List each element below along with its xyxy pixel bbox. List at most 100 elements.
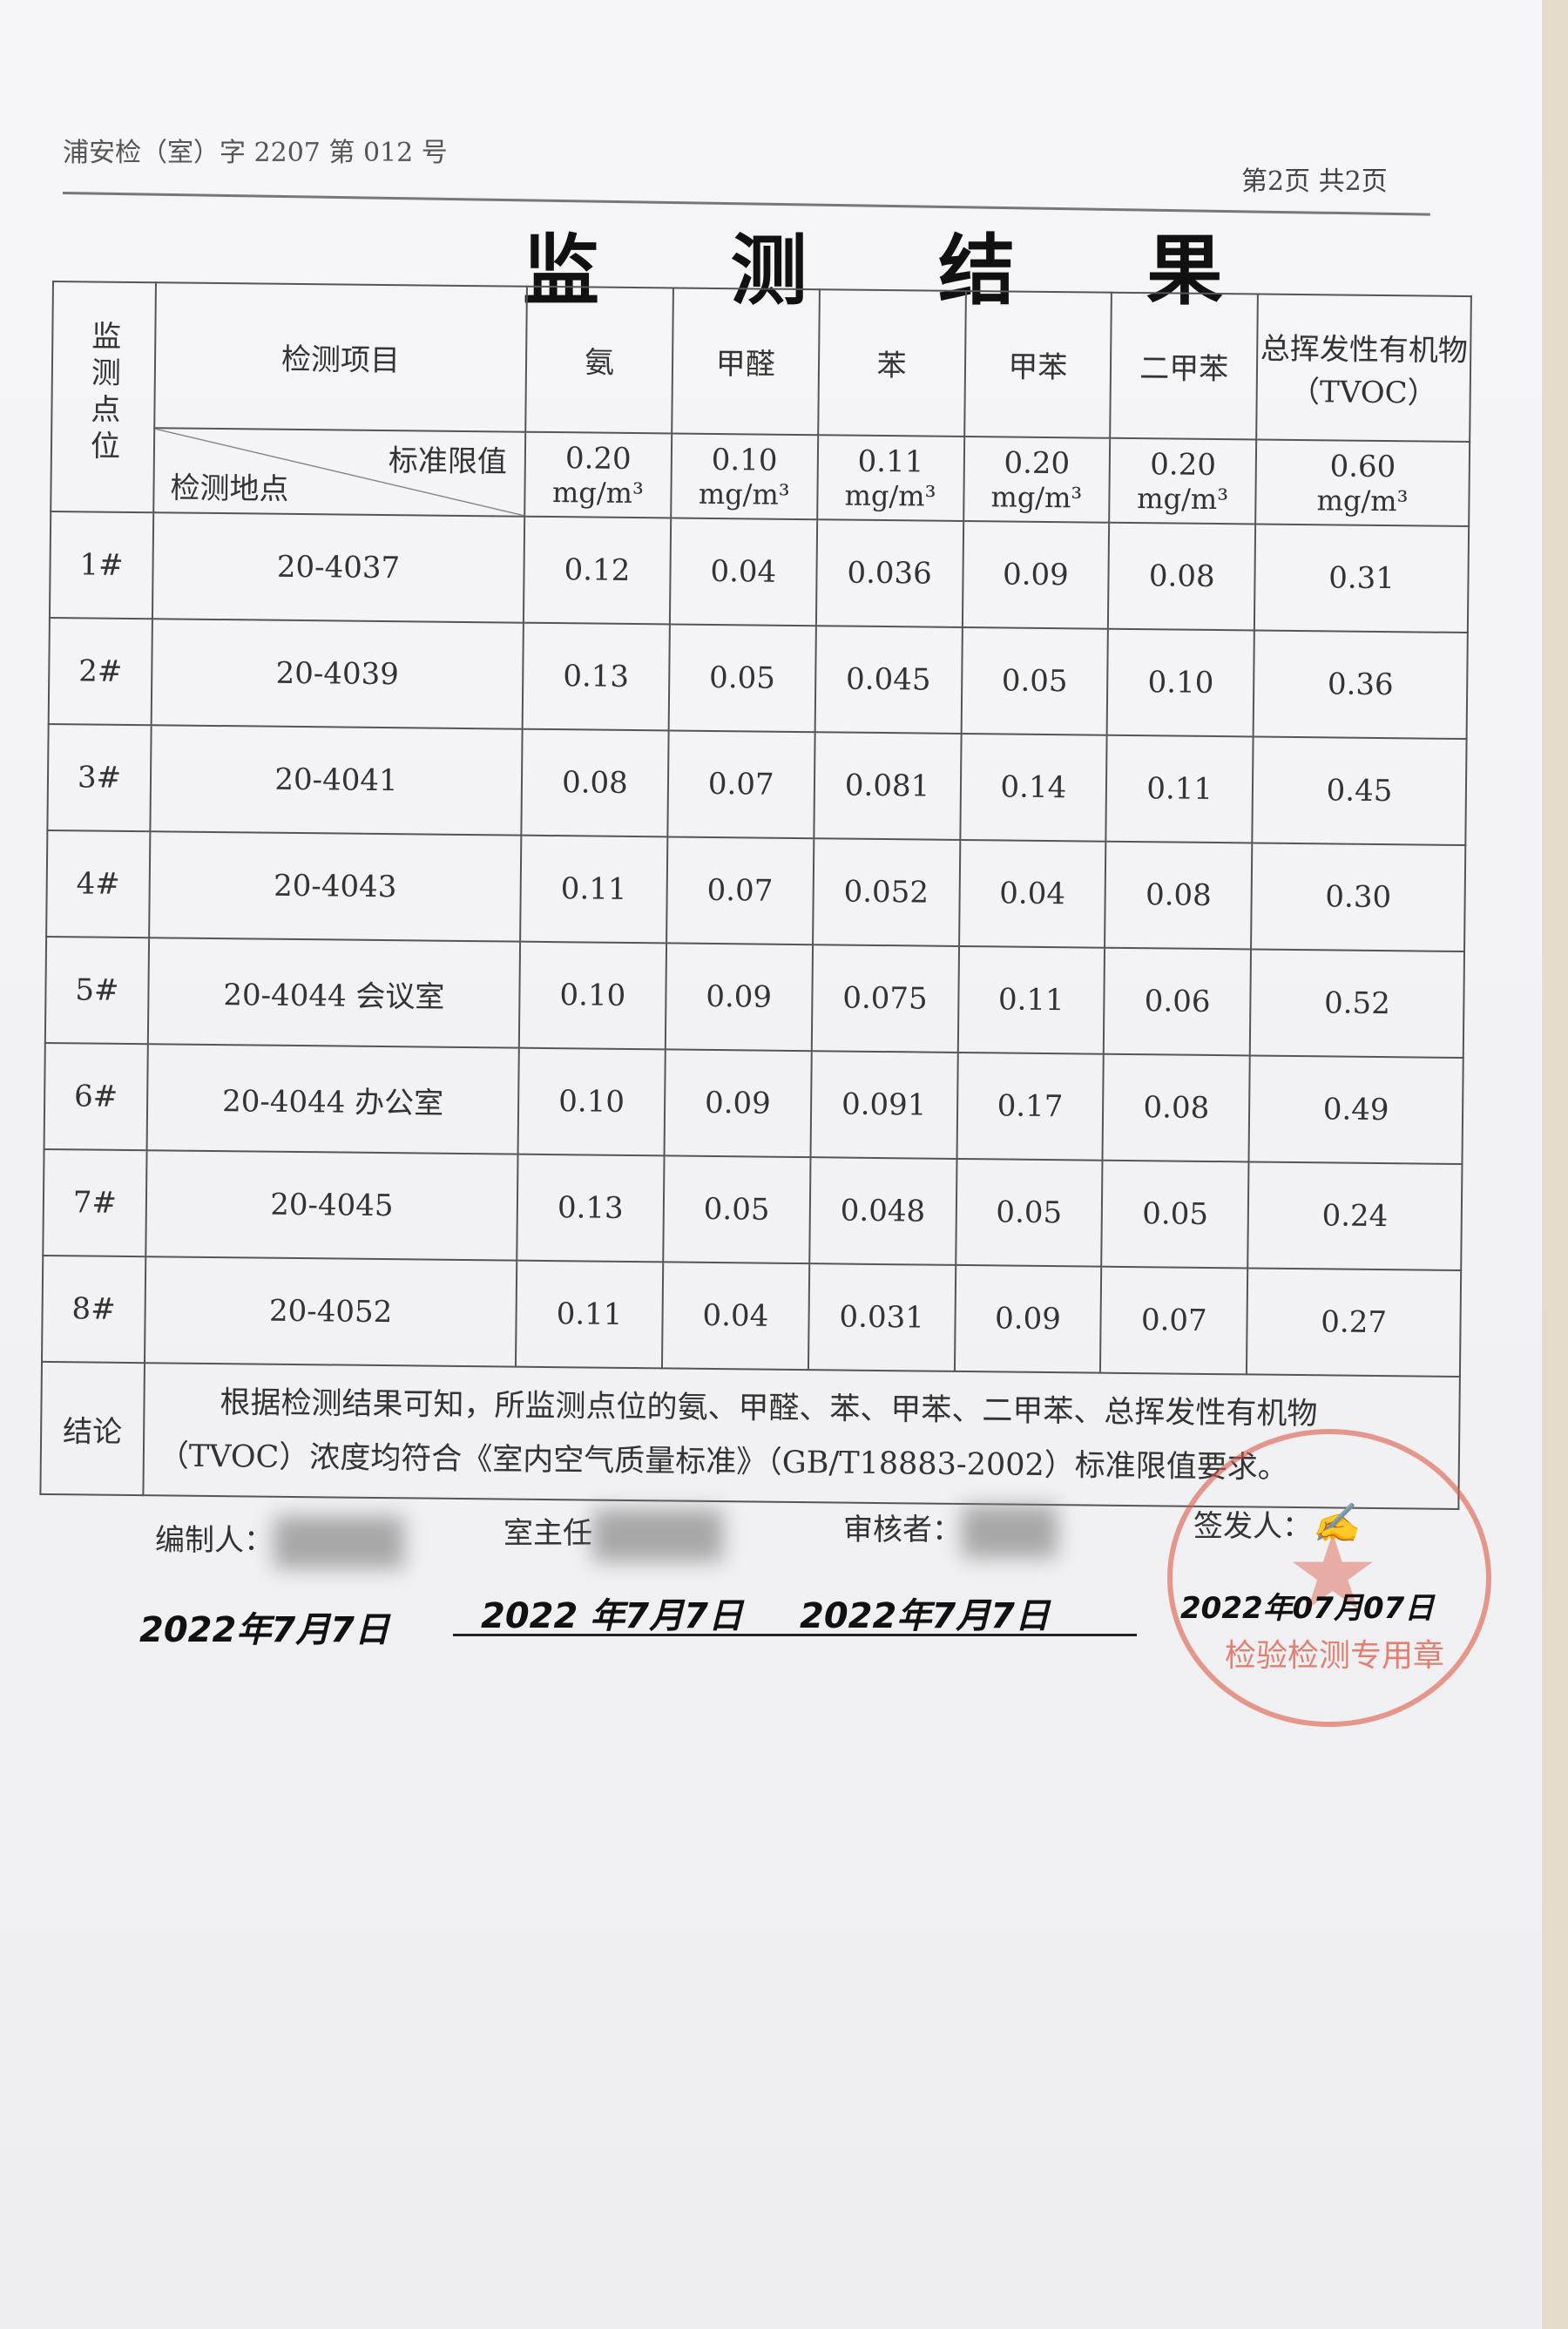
point-cell: 8#: [42, 1255, 146, 1364]
table-row: 3# 20-4041 0.08 0.07 0.081 0.14 0.11 0.45: [47, 723, 1467, 846]
value-cell: 0.52: [1249, 949, 1465, 1059]
value-cell: 0.09: [665, 943, 813, 1052]
value-cell: 0.045: [814, 626, 963, 734]
issuer-label: 签发人：✍: [1193, 1501, 1360, 1546]
table-row: 8# 20-4052 0.11 0.04 0.031 0.09 0.07 0.27: [42, 1255, 1462, 1377]
value-cell: 0.09: [954, 1264, 1102, 1373]
value-cell: 0.07: [1100, 1266, 1248, 1375]
point-cell: 7#: [43, 1148, 147, 1257]
date-underline: [453, 1634, 1137, 1636]
value-cell: 0.06: [1104, 947, 1252, 1056]
limit-cell: 0.20 mg/m³: [524, 431, 672, 518]
location-cell: 20-4041: [150, 725, 523, 836]
value-cell: 0.11: [515, 1260, 664, 1369]
value-cell: 0.07: [666, 836, 814, 945]
value-cell: 0.05: [668, 624, 816, 733]
point-cell: 4#: [46, 829, 151, 938]
value-cell: 0.04: [661, 1262, 809, 1371]
point-cell: 1#: [49, 511, 154, 619]
value-cell: 0.30: [1251, 843, 1466, 952]
compiler-label: 编制人：: [155, 1516, 404, 1568]
value-cell: 0.08: [1105, 841, 1253, 950]
table-row: 7# 20-4045 0.13 0.05 0.048 0.05 0.05 0.24: [43, 1148, 1463, 1270]
value-cell: 0.05: [663, 1155, 811, 1264]
page-title: 监 测 结 果: [523, 225, 1275, 315]
table-row: 4# 20-4043 0.11 0.07 0.052 0.04 0.08 0.30: [46, 829, 1466, 952]
value-cell: 0.04: [958, 839, 1106, 948]
director-date: 2022 年7月7日: [481, 1596, 743, 1636]
value-cell: 0.31: [1254, 524, 1470, 633]
value-cell: 0.091: [810, 1051, 958, 1159]
value-cell: 0.24: [1247, 1161, 1463, 1270]
document-number: 浦安检（室）字 2207 第 012 号: [63, 138, 448, 168]
limit-cell: 0.60 mg/m³: [1255, 439, 1470, 527]
conclusion-label: 结论: [40, 1361, 145, 1496]
value-cell: 0.09: [664, 1049, 812, 1158]
point-cell: 2#: [48, 617, 152, 726]
col-header: 苯: [817, 289, 966, 437]
page-edge: [1542, 0, 1568, 2329]
table-row: 6# 20-4044 办公室 0.10 0.09 0.091 0.17 0.08 0.49: [44, 1042, 1463, 1165]
table-row: 1# 20-4037 0.12 0.04 0.036 0.09 0.08 0.31: [49, 511, 1470, 633]
value-cell: 0.04: [669, 518, 817, 626]
location-cell: 20-4043: [149, 831, 522, 942]
star-icon: ★: [1286, 1513, 1380, 1634]
col-header: 氨: [525, 286, 673, 434]
reviewer-signature-blurred: [962, 1506, 1058, 1558]
official-stamp: ★ 检验检测专用章: [1167, 1429, 1491, 1727]
value-cell: 0.08: [1108, 522, 1256, 631]
value-cell: 0.05: [961, 626, 1109, 735]
location-cell: 20-4044 会议室: [147, 938, 521, 1048]
value-cell: 0.36: [1253, 630, 1468, 740]
value-cell: 0.12: [523, 516, 672, 625]
value-cell: 0.10: [517, 1047, 666, 1156]
value-cell: 0.048: [808, 1157, 957, 1265]
value-cell: 0.10: [1106, 628, 1255, 737]
results-table: 监测点位 检测项目 氨 甲醛 苯 甲苯 二甲苯 总挥发性有机物（TVOC） 标准…: [39, 281, 1472, 1510]
value-cell: 0.11: [1105, 735, 1254, 843]
location-cell: 20-4039: [151, 619, 524, 729]
limit-cell: 0.11 mg/m³: [816, 435, 964, 521]
page-number: 第2页 共2页: [1241, 166, 1388, 197]
value-cell: 0.49: [1248, 1055, 1463, 1165]
point-cell: 6#: [44, 1042, 148, 1151]
director-label: 室主任: [504, 1509, 723, 1561]
point-cell: 3#: [47, 723, 152, 832]
issuer-date: 2022年07月07日: [1180, 1591, 1435, 1626]
point-cell: 5#: [44, 936, 150, 1045]
value-cell: 0.13: [517, 1154, 665, 1263]
col-header: 二甲苯: [1110, 292, 1259, 440]
table-row: 5# 20-4044 会议室 0.10 0.09 0.075 0.11 0.06 0.52: [44, 936, 1465, 1059]
col-header: 甲苯: [963, 290, 1112, 438]
value-cell: 0.031: [808, 1263, 956, 1371]
value-cell: 0.052: [812, 838, 960, 946]
col-header: 甲醛: [672, 288, 820, 436]
value-cell: 0.27: [1247, 1268, 1462, 1377]
location-cell: 20-4045: [145, 1150, 518, 1261]
director-signature-blurred: [592, 1509, 723, 1561]
col-header: 总挥发性有机物（TVOC）: [1256, 294, 1471, 443]
location-cell: 20-4052: [144, 1256, 517, 1367]
value-cell: 0.05: [955, 1158, 1103, 1267]
location-cell: 20-4037: [152, 512, 525, 623]
value-cell: 0.11: [520, 835, 668, 944]
compiler-signature-blurred: [274, 1516, 404, 1568]
point-header: 监测点位: [51, 281, 156, 513]
value-cell: 0.17: [956, 1052, 1105, 1161]
value-cell: 0.081: [814, 732, 962, 840]
value-cell: 0.036: [815, 519, 963, 627]
limit-cell: 0.10 mg/m³: [671, 433, 818, 520]
value-cell: 0.11: [957, 945, 1105, 1054]
limit-cell: 0.20 mg/m³: [963, 436, 1111, 523]
value-cell: 0.13: [522, 622, 670, 731]
value-cell: 0.08: [1102, 1053, 1250, 1162]
compiler-date: 2022年7月7日: [139, 1610, 389, 1650]
reviewer-date: 2022年7月7日: [800, 1596, 1050, 1636]
limit-cell: 0.20 mg/m³: [1109, 437, 1257, 525]
diagonal-header: 标准限值 检测地点: [153, 428, 526, 517]
value-cell: 0.14: [959, 733, 1107, 842]
value-cell: 0.05: [1101, 1160, 1249, 1269]
table-row: 2# 20-4039 0.13 0.05 0.045 0.05 0.10 0.36: [48, 617, 1468, 740]
value-cell: 0.10: [518, 941, 666, 1050]
value-cell: 0.08: [521, 728, 669, 837]
